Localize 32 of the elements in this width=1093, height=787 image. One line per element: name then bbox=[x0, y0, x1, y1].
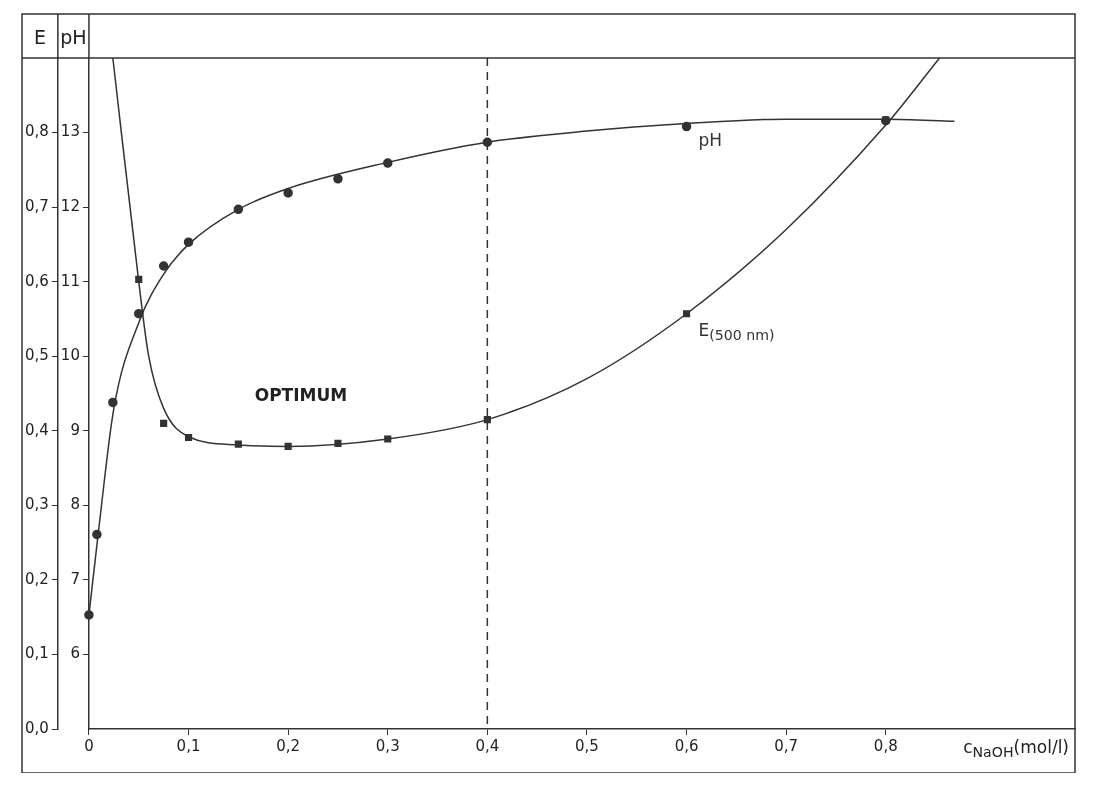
x-tick-label: 0,2 bbox=[276, 736, 301, 755]
y2-tick-label: 7 bbox=[70, 569, 80, 588]
x-axis-title: c$_{NaOH}$(mol/l) bbox=[963, 737, 1069, 763]
x-tick-label: 0,7 bbox=[774, 736, 799, 755]
y-tick-label: 0,6 bbox=[25, 271, 49, 290]
x-tick-label: 0 bbox=[84, 736, 94, 755]
series-label: pH bbox=[698, 129, 723, 150]
x-tick-label: 0,8 bbox=[873, 736, 898, 755]
y2-tick-label: 8 bbox=[70, 495, 80, 514]
x-tick-label: 0,5 bbox=[575, 736, 599, 755]
y-tick-label: 0,5 bbox=[25, 346, 49, 365]
y-tick-label: 0,0 bbox=[25, 718, 49, 737]
y2-tick-label: 13 bbox=[60, 122, 80, 141]
x-tick-label: 0,1 bbox=[176, 736, 201, 755]
y2-tick-label: 10 bbox=[60, 346, 80, 365]
x-tick-label: 0,3 bbox=[375, 736, 400, 755]
y2-tick-label: 9 bbox=[70, 420, 80, 439]
y-tick-label: 0,1 bbox=[25, 644, 49, 663]
y-tick-label: 0,4 bbox=[25, 420, 49, 439]
y-tick-label: 0,3 bbox=[25, 495, 49, 514]
series-label: E$_{(500 nm)}$ bbox=[698, 319, 775, 346]
y2-tick-label: 12 bbox=[60, 197, 80, 215]
y2-tick-label: 11 bbox=[60, 271, 80, 290]
y-tick-label: 0,8 bbox=[25, 122, 49, 141]
y-tick-label: 0,7 bbox=[25, 197, 49, 215]
y2-tick-label: 6 bbox=[70, 644, 80, 663]
y-tick-label: 0,2 bbox=[25, 569, 49, 588]
annotation: OPTIMUM bbox=[254, 385, 348, 406]
y2-axis-title: pH bbox=[60, 26, 87, 48]
x-tick-label: 0,6 bbox=[674, 736, 699, 755]
x-tick-label: 0,4 bbox=[475, 736, 500, 755]
y-axis-title: E bbox=[33, 26, 46, 48]
